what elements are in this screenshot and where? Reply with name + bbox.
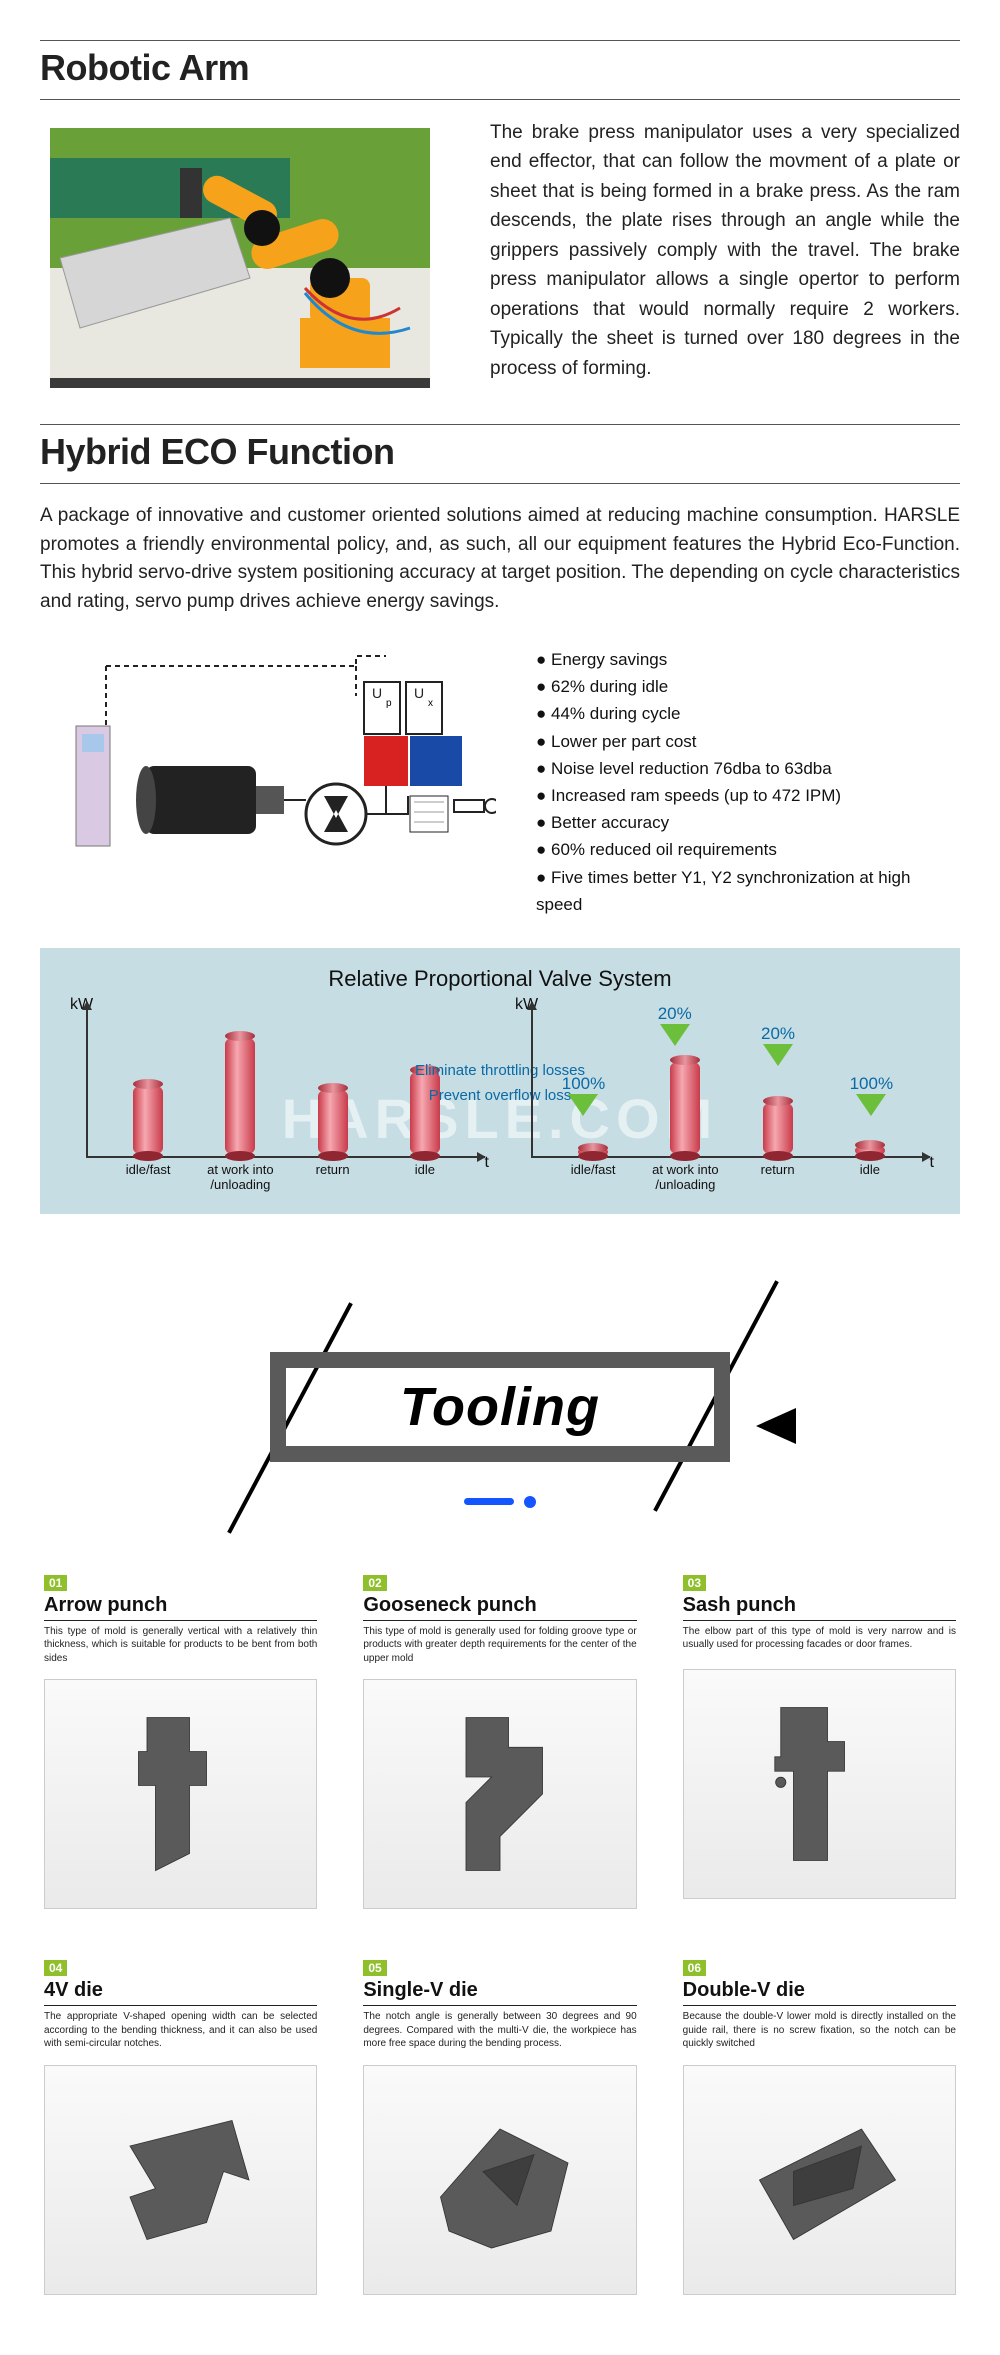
down-arrow-icon <box>660 1024 690 1046</box>
tool-number: 05 <box>363 1960 386 1976</box>
tool-card: 02 Gooseneck punch This type of mold is ge… <box>363 1574 636 1910</box>
tool-number: 02 <box>363 1575 386 1591</box>
hybrid-section: Hybrid ECO Function A package of innovat… <box>40 424 960 1214</box>
tool-desc: The appropriate V-shaped opening width c… <box>44 2010 317 2051</box>
down-arrow-icon <box>763 1044 793 1066</box>
bullet-item: Energy savings <box>536 646 960 673</box>
chart-xtick: return <box>287 1163 379 1192</box>
chart-bar <box>318 1088 348 1156</box>
tool-desc: This type of mold is generally used for … <box>363 1625 636 1666</box>
hybrid-intro: A package of innovative and customer ori… <box>40 502 960 616</box>
tool-desc: Because the double-V lower mold is direc… <box>683 2010 956 2051</box>
valve-chart: Relative Proportional Valve System HARSL… <box>40 948 960 1214</box>
chart-xtick: idle <box>379 1163 471 1192</box>
tool-card: 06 Double-V die Because the double-V lower… <box>683 1959 956 2295</box>
robotic-arm-image <box>50 128 430 388</box>
tool-image <box>363 1679 636 1909</box>
tool-card: 05 Single-V die The notch angle is general… <box>363 1959 636 2295</box>
down-arrow-icon <box>568 1094 598 1116</box>
tool-card: 01 Arrow punch This type of mold is genera… <box>44 1574 317 1910</box>
xlabel-right: t <box>930 1154 934 1172</box>
tool-name: Double-V die <box>683 1979 956 2002</box>
bullet-item: Better accuracy <box>536 809 960 836</box>
bullet-item: Increased ram speeds (up to 472 IPM) <box>536 782 960 809</box>
hybrid-title: Hybrid ECO Function <box>40 424 960 484</box>
tooling-title: Tooling <box>400 1376 600 1438</box>
savings-label: 20% <box>761 1024 795 1071</box>
chart-bar <box>225 1036 255 1156</box>
tool-number: 04 <box>44 1960 67 1976</box>
tool-desc: The elbow part of this type of mold is v… <box>683 1625 956 1655</box>
tool-name: Sash punch <box>683 1594 956 1617</box>
savings-label: 100% <box>562 1074 605 1121</box>
chart-xtick: idle/fast <box>547 1163 639 1192</box>
svg-text:U: U <box>372 685 382 701</box>
tool-image <box>683 1669 956 1899</box>
bullet-item: 62% during idle <box>536 673 960 700</box>
tool-image <box>683 2065 956 2295</box>
robotic-title: Robotic Arm <box>40 40 960 100</box>
robotic-arm-section: Robotic Arm The brake <box>40 40 960 388</box>
tool-number: 01 <box>44 1575 67 1591</box>
tool-name: 4V die <box>44 1979 317 2002</box>
xlabel-left: t <box>485 1154 489 1172</box>
tool-card: 04 4V die The appropriate V-shaped opening… <box>44 1959 317 2295</box>
chart-title: Relative Proportional Valve System <box>70 966 930 992</box>
tool-card: 03 Sash punch The elbow part of this type … <box>683 1574 956 1910</box>
bullet-item: Five times better Y1, Y2 synchronization… <box>536 864 960 918</box>
robotic-text: The brake press manipulator uses a very … <box>490 118 960 383</box>
bullet-item: 60% reduced oil requirements <box>536 836 960 863</box>
tool-name: Arrow punch <box>44 1594 317 1617</box>
hybrid-diagram: Up Ux <box>56 646 496 866</box>
chart-right-panel: kW t idle/fastat work into/unloadingretu… <box>515 1002 930 1192</box>
svg-text:x: x <box>428 698 433 709</box>
chart-xtick: at work into/unloading <box>194 1163 286 1192</box>
chart-bar <box>133 1084 163 1156</box>
tooling-arrow-icon <box>756 1408 796 1444</box>
chart-xtick: at work into/unloading <box>639 1163 731 1192</box>
tool-desc: The notch angle is generally between 30 … <box>363 2010 636 2051</box>
svg-text:p: p <box>386 698 392 709</box>
tool-desc: This type of mold is generally vertical … <box>44 1625 317 1666</box>
bullet-item: Noise level reduction 76dba to 63dba <box>536 755 960 782</box>
bullet-item: 44% during cycle <box>536 700 960 727</box>
tool-image <box>44 1679 317 1909</box>
svg-text:U: U <box>414 685 424 701</box>
savings-label: 20% <box>658 1004 692 1051</box>
tooling-header: Tooling <box>210 1324 790 1554</box>
tool-number: 06 <box>683 1960 706 1976</box>
tool-number: 03 <box>683 1575 706 1591</box>
down-arrow-icon <box>856 1094 886 1116</box>
tool-image <box>363 2065 636 2295</box>
chart-xtick: return <box>732 1163 824 1192</box>
savings-label: 100% <box>850 1074 893 1121</box>
tool-name: Single-V die <box>363 1979 636 2002</box>
chart-xtick: idle/fast <box>102 1163 194 1192</box>
tooling-grid: 01 Arrow punch This type of mold is genera… <box>40 1574 960 2355</box>
hybrid-bullets: Energy savings62% during idle44% during … <box>536 646 960 918</box>
chart-xtick: idle <box>824 1163 916 1192</box>
tool-name: Gooseneck punch <box>363 1594 636 1617</box>
bullet-item: Lower per part cost <box>536 728 960 755</box>
tool-image <box>44 2065 317 2295</box>
